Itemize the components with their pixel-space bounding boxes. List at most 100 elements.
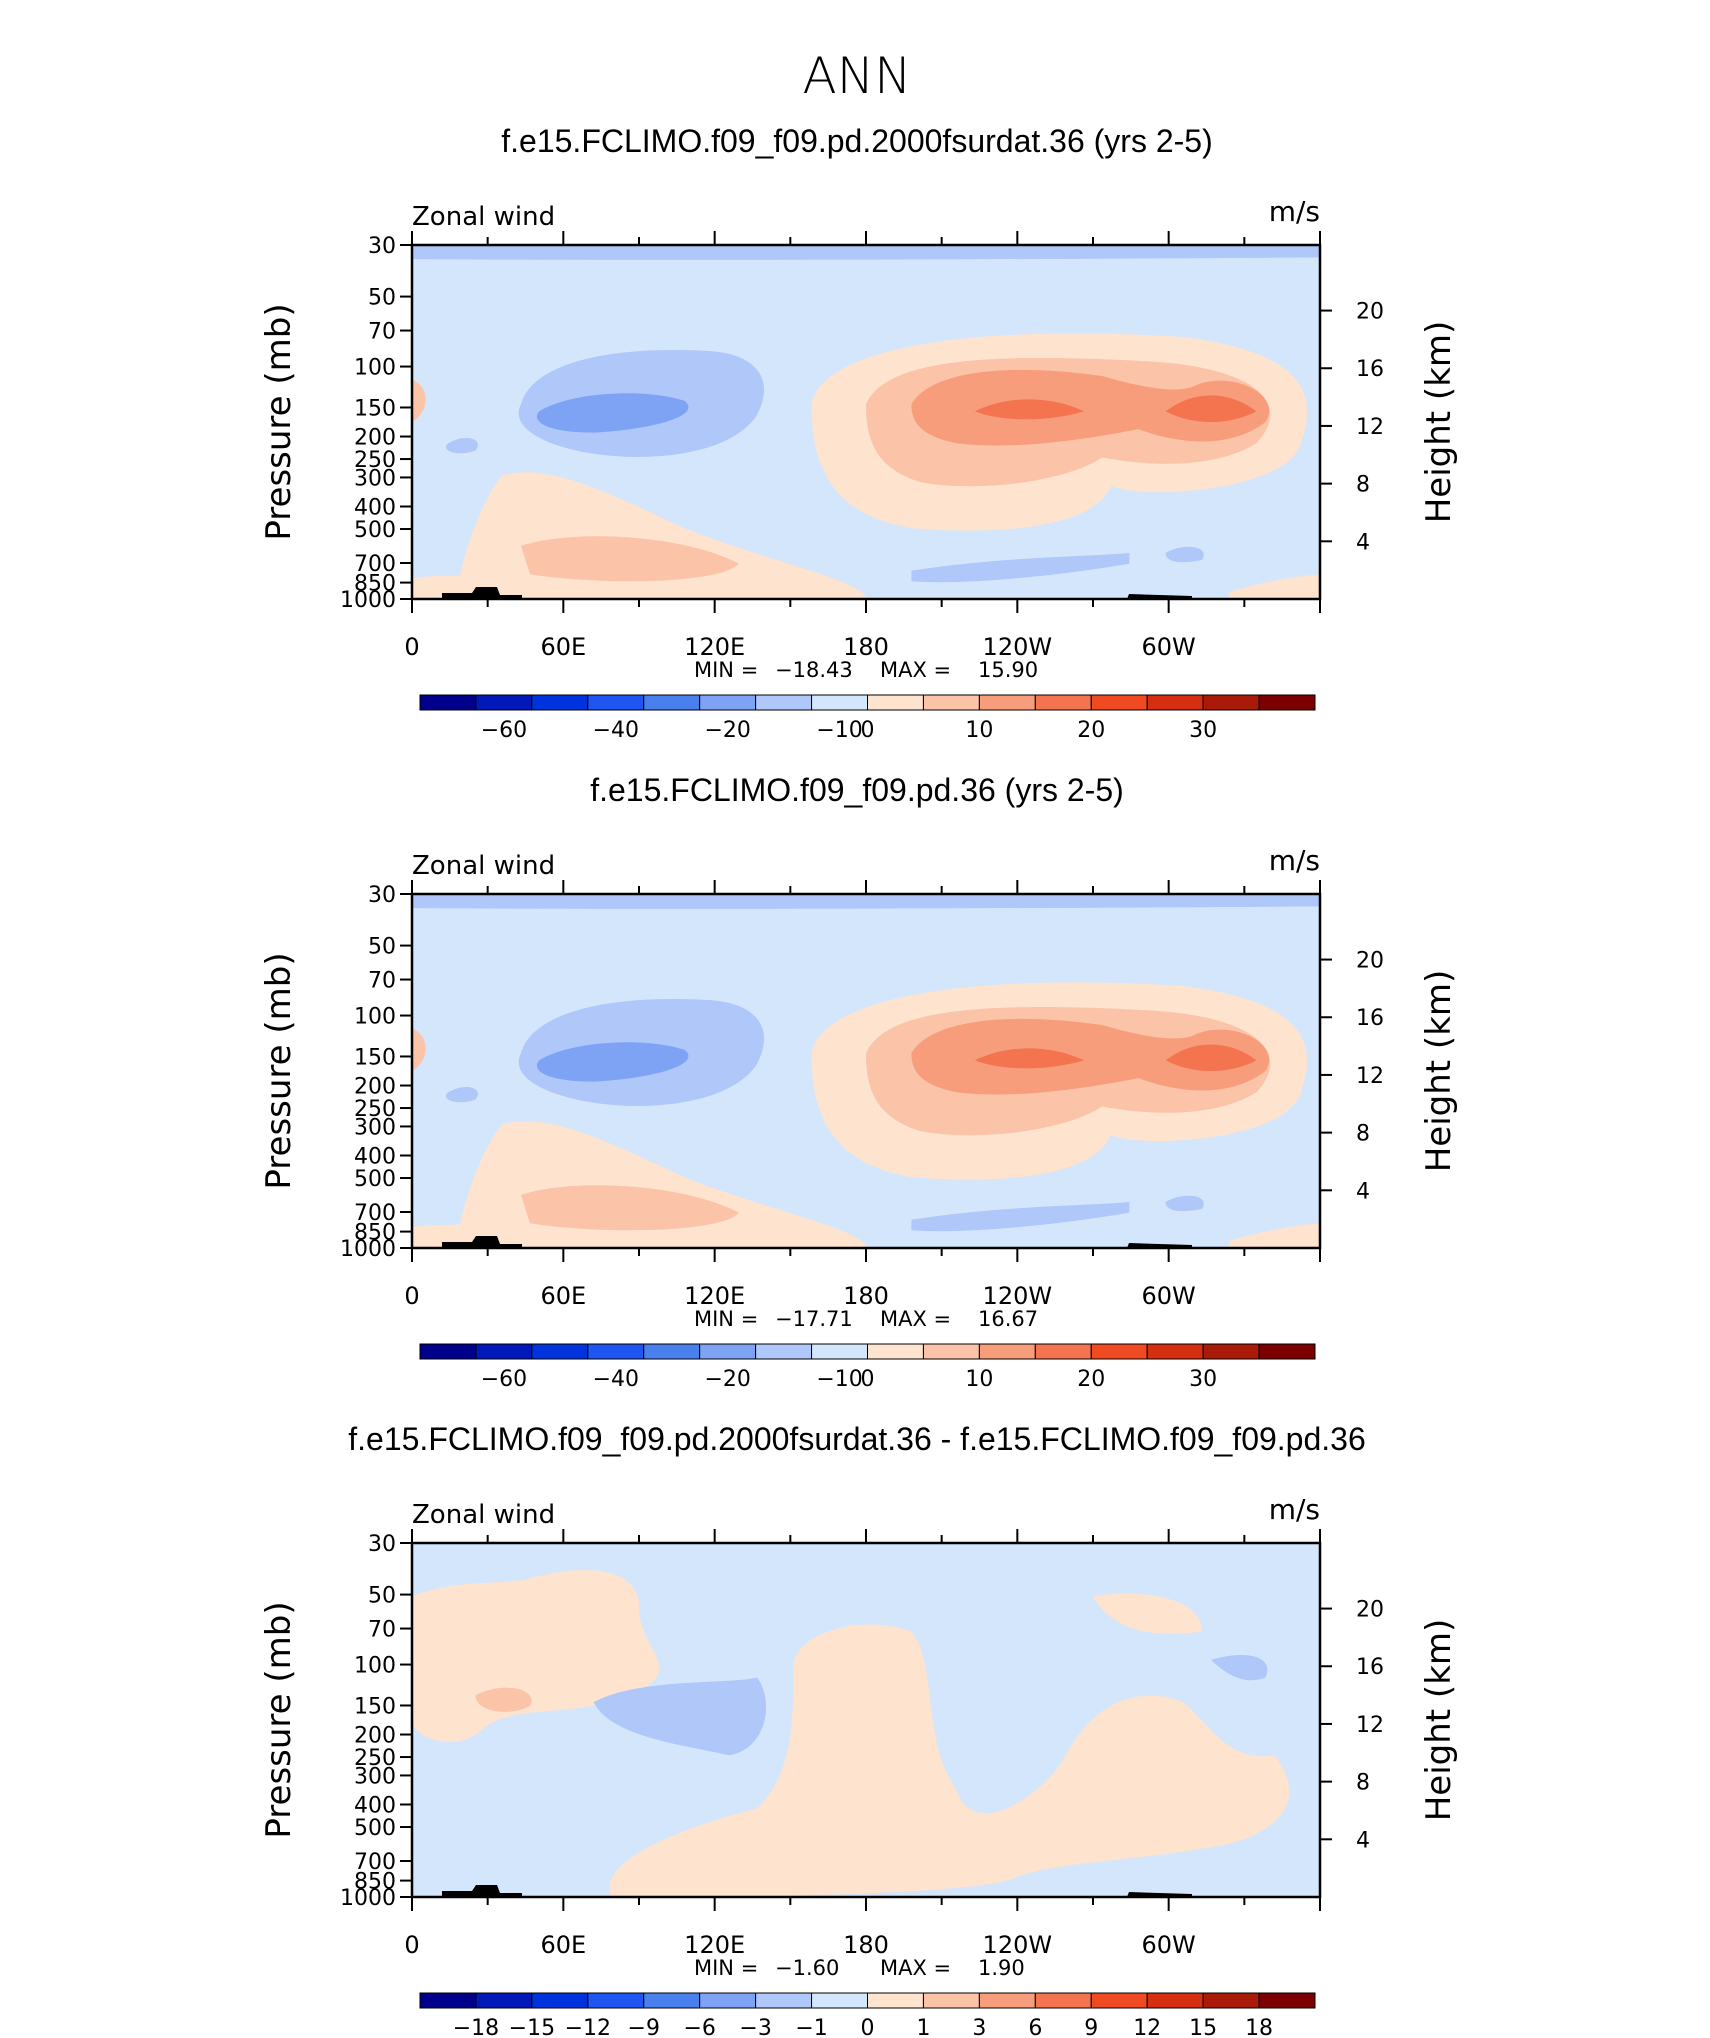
units-label: m/s: [1269, 1493, 1320, 1526]
y2-tick-label: 8: [1356, 1771, 1370, 1796]
colorbar-bin: [699, 1992, 757, 2009]
panel-1: f.e15.FCLIMO.f09_f09.pd.2000fsurdat.36 (…: [259, 123, 1459, 743]
y2-tick-label: 20: [1356, 300, 1384, 325]
y-tick-label: 700: [354, 1201, 396, 1226]
colorbar-bin: [475, 1343, 533, 1360]
contour-region: [911, 552, 1130, 583]
x-tick-label: 60W: [1142, 633, 1196, 661]
colorbar-label: 15: [1189, 2016, 1217, 2038]
y-tick-label: 70: [368, 969, 396, 994]
y-tick-label: 100: [354, 1005, 396, 1030]
x-tick-label: 120E: [684, 633, 745, 661]
max-value: 16.67: [978, 1307, 1038, 1331]
y-tick-label: 250: [354, 1097, 396, 1122]
y2-tick-label: 4: [1356, 530, 1370, 555]
colorbar-bin: [922, 694, 980, 711]
colorbar-bin: [419, 1343, 477, 1360]
units-label: m/s: [1269, 844, 1320, 877]
y-tick-label: 400: [354, 1793, 396, 1818]
colorbar-bin: [867, 1992, 924, 2009]
colorbar-label: −1: [795, 2016, 827, 2038]
colorbar-label: 9: [1084, 2016, 1098, 2038]
colorbar-label: 12: [1133, 2016, 1161, 2038]
y-axis-label: Pressure (mb): [259, 952, 299, 1189]
colorbar-label: 20: [1077, 1367, 1105, 1392]
contour-region: [1093, 1593, 1202, 1634]
colorbar-bin: [755, 1343, 813, 1360]
contour-region: [412, 1569, 660, 1742]
y-tick-label: 250: [354, 1746, 396, 1771]
colorbar-bin: [419, 694, 477, 711]
colorbar-bin: [1090, 1992, 1148, 2009]
figure-title: ANN: [802, 47, 911, 105]
contour-region: [1165, 1195, 1204, 1212]
colorbar-label: 0: [861, 2016, 875, 2038]
min-value: −17.71: [775, 1307, 853, 1331]
y2-tick-label: 12: [1356, 1064, 1384, 1089]
colorbar-label: −3: [739, 2016, 771, 2038]
contour-region: [1165, 546, 1204, 563]
x-tick-label: 60E: [540, 633, 586, 661]
x-tick-label: 0: [404, 633, 419, 661]
colorbar-label: −40: [593, 1367, 639, 1392]
y2-tick-label: 12: [1356, 1713, 1384, 1738]
max-value: 1.90: [978, 1956, 1025, 1980]
y-tick-label: 1000: [340, 588, 396, 613]
variable-label: Zonal wind: [412, 851, 555, 881]
x-tick-label: 120W: [983, 1282, 1053, 1310]
colorbar-bin: [922, 1343, 980, 1360]
colorbar-bin: [867, 694, 924, 711]
x-tick-label: 0: [404, 1931, 419, 1959]
colorbar-bin: [643, 1343, 701, 1360]
min-label: MIN =: [694, 1956, 758, 1980]
y-tick-label: 300: [354, 1115, 396, 1140]
colorbar-bin: [978, 1992, 1036, 2009]
colorbar-label: −40: [593, 718, 639, 743]
contour-region: [974, 1044, 1257, 1071]
y2-tick-label: 16: [1356, 357, 1384, 382]
y-tick-label: 500: [354, 518, 396, 543]
y-tick-label: 250: [354, 448, 396, 473]
variable-label: Zonal wind: [412, 202, 555, 232]
colorbar-bin: [1258, 694, 1316, 711]
min-label: MIN =: [694, 658, 758, 682]
max-label: MAX =: [880, 658, 951, 682]
colorbar-bin: [1090, 694, 1148, 711]
y-tick-label: 100: [354, 1654, 396, 1679]
x-tick-label: 60W: [1142, 1282, 1196, 1310]
y-tick-label: 150: [354, 1694, 396, 1719]
colorbar-label: −60: [481, 1367, 527, 1392]
variable-label: Zonal wind: [412, 1500, 555, 1530]
colorbar-bin: [587, 694, 645, 711]
contour-region: [520, 1185, 739, 1231]
y2-axis-label: Height (km): [1419, 321, 1459, 524]
y-tick-label: 700: [354, 552, 396, 577]
y-tick-label: 300: [354, 466, 396, 491]
max-label: MAX =: [880, 1307, 951, 1331]
colorbar-bin: [643, 694, 701, 711]
y-tick-label: 150: [354, 1045, 396, 1070]
colorbar-label: −9: [628, 2016, 660, 2038]
panel-title: f.e15.FCLIMO.f09_f09.pd.36 (yrs 2-5): [590, 772, 1124, 808]
x-tick-label: 120E: [684, 1931, 745, 1959]
colorbar-label: −18: [453, 2016, 499, 2038]
colorbar-label: 1: [916, 2016, 930, 2038]
colorbar-bin: [1258, 1343, 1316, 1360]
x-tick-label: 180: [843, 633, 889, 661]
y-tick-label: 30: [368, 234, 396, 259]
x-tick-label: 180: [843, 1931, 889, 1959]
x-tick-label: 60W: [1142, 1931, 1196, 1959]
colorbar-bin: [755, 1992, 813, 2009]
colorbar-bin: [1034, 694, 1092, 711]
contour-region: [412, 894, 1320, 909]
colorbar-bin: [531, 1992, 589, 2009]
colorbar-label: 30: [1189, 718, 1217, 743]
colorbar-label: −20: [704, 718, 750, 743]
contour-field: [412, 245, 1320, 599]
y2-tick-label: 12: [1356, 415, 1384, 440]
colorbar-bin: [419, 1992, 477, 2009]
panel-2: f.e15.FCLIMO.f09_f09.pd.36 (yrs 2-5) Zona…: [259, 772, 1459, 1392]
colorbar-bin: [587, 1343, 645, 1360]
contour-region: [1211, 1654, 1268, 1681]
y-tick-label: 30: [368, 1532, 396, 1557]
